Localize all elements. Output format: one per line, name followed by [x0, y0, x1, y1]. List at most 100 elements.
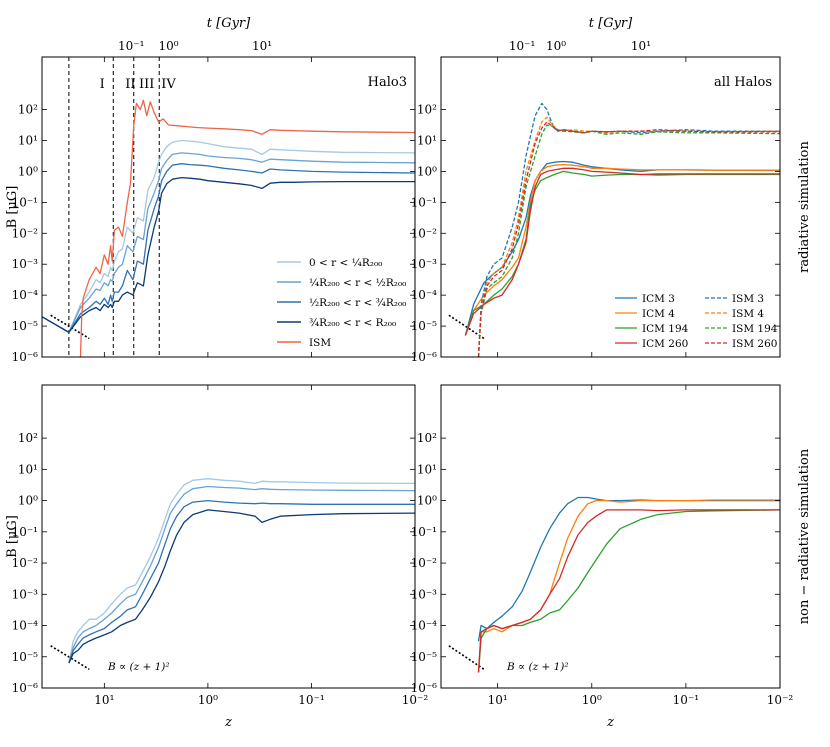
- y-tick-label: 10⁻²: [12, 556, 39, 570]
- y-tick-label: 10⁻²: [12, 226, 39, 240]
- legend-label: ¼R₂₀₀ < r < ½R₂₀₀: [309, 277, 406, 289]
- scaling-guide-label: B ∝ (z + 1)²: [506, 661, 569, 673]
- x-tick-label: 10⁰: [582, 693, 602, 707]
- y-tick-label: 10⁻³: [12, 257, 39, 271]
- x-tick-label: 10⁻¹: [298, 693, 324, 707]
- y-tick-label: 10⁰: [417, 164, 437, 178]
- y-tick-label: 10⁻¹: [12, 525, 38, 539]
- series-line: [477, 509, 780, 673]
- row-label-non-radiative: non − radiative simulation: [797, 448, 812, 624]
- x-axis-label: z: [606, 715, 614, 730]
- panel-title: all Halos: [714, 75, 772, 90]
- legend-label: ½R₂₀₀ < r < ¾R₂₀₀: [309, 297, 406, 309]
- y-tick-label: 10⁻²: [411, 556, 438, 570]
- series-line: [477, 121, 780, 357]
- region-label: II: [125, 77, 135, 92]
- series-line: [477, 499, 780, 673]
- y-tick-label: 10⁻³: [411, 257, 438, 271]
- series-line: [68, 499, 415, 664]
- legend-label: ¾R₂₀₀ < r < R₂₀₀: [309, 317, 396, 329]
- series-line: [464, 160, 780, 336]
- legend-label: ISM 194: [732, 323, 778, 335]
- y-tick-label: 10⁻⁶: [12, 681, 39, 695]
- axes-frame: [440, 384, 781, 689]
- top-tick-label: 10¹: [252, 39, 272, 53]
- scaling-guide-line: [448, 645, 485, 670]
- y-tick-label: 10⁻³: [411, 587, 438, 601]
- y-tick-label: 10²: [417, 431, 437, 445]
- x-tick-label: 10⁻²: [402, 693, 429, 707]
- panel-rad-all: 10² 10¹ 10⁰ 10⁻¹ 10⁻² 10⁻³ 10⁻⁴ 10⁻⁵ 10⁻⁶ 10⁻¹ 10⁰…: [411, 16, 781, 364]
- series-line: [42, 176, 415, 333]
- scaling-guide-line: [50, 314, 90, 340]
- top-tick-label: 10⁻¹: [509, 39, 535, 53]
- y-tick-label: 10⁻¹: [12, 195, 38, 209]
- x-tick-label: 10¹: [488, 693, 508, 707]
- y-tick-label: 10¹: [18, 462, 38, 476]
- series-line: [68, 485, 415, 664]
- series-line: [464, 163, 780, 336]
- y-tick-label: 10⁻⁴: [12, 288, 39, 302]
- top-tick-label: 10⁰: [158, 39, 178, 53]
- row-label-radiative: radiative simulation: [797, 140, 812, 272]
- scaling-guide-line: [50, 645, 90, 670]
- series-line: [42, 152, 415, 333]
- y-axis-label: B [μG]: [5, 515, 20, 558]
- series-line: [477, 124, 780, 357]
- y-tick-label: 10⁻⁴: [411, 288, 438, 302]
- y-tick-label: 10⁰: [18, 494, 38, 508]
- legend-label: ISM 4: [732, 308, 764, 320]
- region-label: III: [139, 77, 154, 92]
- y-tick-label: 10⁻⁵: [411, 650, 438, 664]
- series-line: [477, 509, 780, 673]
- series-line: [42, 163, 415, 333]
- legend-label: ICM 3: [642, 293, 675, 305]
- y-tick-label: 10¹: [417, 134, 437, 148]
- y-tick-label: 10¹: [18, 134, 38, 148]
- axes-frame: [41, 56, 416, 358]
- x-tick-label: 10¹: [94, 693, 114, 707]
- y-tick-label: 10⁰: [417, 494, 437, 508]
- y-tick-label: 10⁻¹: [411, 525, 437, 539]
- region-label: I: [100, 77, 105, 92]
- panel-rad-halo3: I II III IV10²10¹10⁰10⁻¹10⁻²10⁻³10⁻⁴10⁻⁵10⁻…: [5, 16, 416, 364]
- y-tick-label: 10⁻⁵: [411, 319, 438, 333]
- x-tick-label: 10⁻²: [767, 693, 794, 707]
- y-tick-label: 10⁻²: [411, 226, 438, 240]
- legend-label: ISM 3: [732, 293, 764, 305]
- y-tick-label: 10⁻⁶: [411, 350, 438, 364]
- top-tick-label: 10⁰: [546, 39, 566, 53]
- y-tick-label: 10⁻³: [12, 587, 39, 601]
- series-line: [464, 167, 780, 336]
- legend-label: ICM 4: [642, 308, 675, 320]
- scaling-guide-line: [448, 314, 485, 340]
- y-tick-label: 10⁻⁶: [12, 350, 39, 364]
- series-line: [68, 478, 415, 664]
- region-label: IV: [161, 77, 176, 92]
- top-tick-label: 10¹: [631, 39, 651, 53]
- legend-label: ICM 194: [642, 323, 689, 335]
- panel-nonrad-halo3: B ∝ (z + 1)² 10² 10¹ 10⁰ 10⁻¹ 10⁻² 10⁻³ 10⁻⁴ 10⁻…: [5, 384, 429, 730]
- y-axis-label: B [μG]: [5, 186, 20, 229]
- top-axis-label: t [Gyr]: [207, 16, 251, 31]
- y-tick-label: 10²: [18, 431, 38, 445]
- axes-frame: [41, 384, 416, 689]
- series-group: [68, 478, 415, 664]
- series-line: [42, 139, 415, 333]
- y-tick-label: 10²: [18, 103, 38, 117]
- series-group: [477, 496, 780, 673]
- top-tick-label: 10⁻¹: [118, 39, 144, 53]
- series-group: [42, 99, 415, 357]
- panel-nonrad-all: B ∝ (z + 1)² 10² 10¹ 10⁰ 10⁻¹ 10⁻² 10⁻³ 10⁻⁴ 10⁻…: [411, 384, 794, 730]
- x-axis-label: z: [224, 715, 232, 730]
- series-line: [79, 99, 415, 357]
- x-tick-label: 10⁰: [198, 693, 218, 707]
- top-axis-label: t [Gyr]: [589, 16, 633, 31]
- legend-label: 0 < r < ¼R₂₀₀: [309, 257, 382, 269]
- y-tick-label: 10⁰: [18, 164, 38, 178]
- y-tick-label: 10⁻⁵: [12, 319, 39, 333]
- legend-label: ISM: [309, 337, 331, 349]
- legend-label: ISM 260: [732, 338, 777, 350]
- series-line: [68, 509, 415, 664]
